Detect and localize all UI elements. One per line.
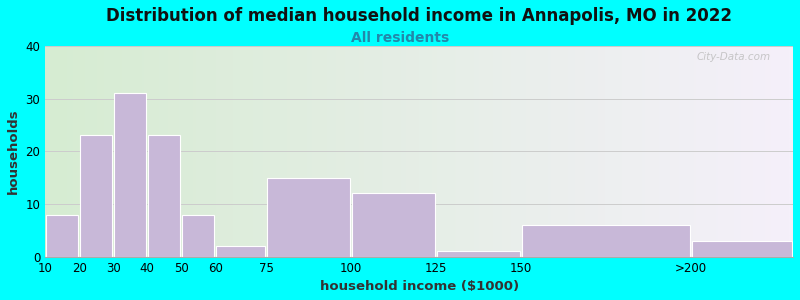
Bar [437,251,520,256]
X-axis label: household income ($1000): household income ($1000) [319,280,518,293]
Bar [46,214,78,256]
Bar [522,225,690,256]
Bar [352,194,435,256]
Bar [692,241,792,256]
Title: Distribution of median household income in Annapolis, MO in 2022: Distribution of median household income … [106,7,732,25]
Text: All residents: All residents [351,32,449,46]
Bar [114,93,146,256]
Y-axis label: households: households [7,109,20,194]
Bar [182,214,214,256]
Bar [148,136,180,256]
Text: City-Data.com: City-Data.com [697,52,770,62]
Bar [80,136,112,256]
Bar [216,246,266,256]
Bar [267,178,350,256]
